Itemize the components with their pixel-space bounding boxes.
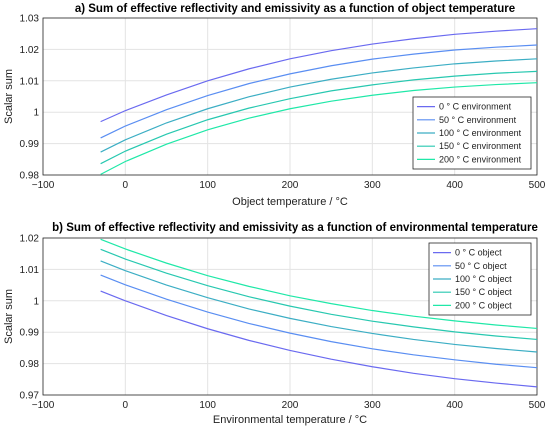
y-tick-label-b: 1.02 [20, 234, 40, 245]
series-line-b-0 [100, 290, 538, 388]
y-tick-label-b: 0.99 [20, 328, 40, 339]
legend-label-b-3: 150 ° C object [455, 287, 512, 297]
legend-label-a-4: 200 ° C environment [439, 154, 522, 164]
legend-label-b-2: 100 ° C object [455, 274, 512, 284]
x-tick-label-a: 0 [123, 180, 129, 191]
x-tick-label-a: 500 [529, 180, 546, 191]
y-tick-label-a: 1 [33, 108, 39, 119]
legend-label-a-2: 100 ° C environment [439, 128, 522, 138]
legend-label-b-4: 200 ° C object [455, 300, 512, 310]
x-tick-label-a: 400 [446, 180, 463, 191]
legend-label-b-1: 50 ° C object [455, 261, 507, 271]
y-axis-label-a: Scalar sum [3, 69, 15, 124]
y-tick-label-a: 0.99 [20, 139, 40, 150]
x-tick-label-b: 200 [282, 400, 299, 411]
y-tick-label-b: 1.01 [20, 265, 40, 276]
x-tick-label-b: 0 [123, 400, 129, 411]
chart-a: −100 0 100 200 300 400 500 0.98 0.99 1 1.01 1.02 1.0… [3, 3, 546, 208]
x-tick-label-b: 400 [446, 400, 463, 411]
y-tick-label-a: 1.02 [20, 45, 40, 56]
x-axis-label-b: Environmental temperature / °C [213, 414, 367, 426]
y-tick-label-a: 0.98 [20, 171, 40, 182]
x-tick-label-b: 100 [199, 400, 216, 411]
y-tick-label-b: 0.98 [20, 359, 40, 370]
x-tick-label-b: 300 [364, 400, 381, 411]
y-tick-label-b: 0.97 [20, 391, 40, 402]
legend-label-b-0: 0 ° C object [455, 248, 502, 258]
legend-label-a-3: 150 ° C environment [439, 141, 522, 151]
series-line-b-4 [100, 238, 538, 330]
x-tick-label-b: −100 [32, 400, 55, 411]
x-tick-label-a: 200 [282, 180, 299, 191]
y-tick-label-b: 1 [33, 296, 39, 307]
series-line-a-2 [100, 58, 538, 153]
series-line-a-0 [100, 28, 538, 123]
series-line-b-3 [100, 248, 538, 341]
y-axis-label-b: Scalar sum [3, 289, 15, 344]
series-line-b-2 [100, 260, 538, 353]
chart-title-a: a) Sum of effective reflectivity and emi… [75, 3, 515, 15]
y-tick-label-a: 1.03 [20, 14, 40, 25]
axes-box-a [42, 17, 538, 176]
x-tick-label-a: −100 [32, 180, 55, 191]
chart-title-b: b) Sum of effective reflectivity and emi… [52, 222, 538, 234]
x-tick-label-a: 100 [199, 180, 216, 191]
x-axis-label-a: Object temperature / °C [232, 196, 348, 208]
legend-label-a-1: 50 ° C environment [439, 115, 517, 125]
x-tick-label-b: 500 [529, 400, 546, 411]
legend-label-a-0: 0 ° C environment [439, 102, 512, 112]
series-line-b-1 [100, 274, 538, 369]
series-line-a-3 [100, 70, 538, 165]
chart-b: −100 0 100 200 300 400 500 0.97 0.98 0.99 1 1.01 1.0… [3, 222, 546, 426]
y-tick-label-a: 1.01 [20, 76, 40, 87]
series-line-a-1 [100, 44, 538, 139]
x-tick-label-a: 300 [364, 180, 381, 191]
axes-box-b [42, 237, 538, 396]
series-line-a-4 [100, 82, 538, 175]
